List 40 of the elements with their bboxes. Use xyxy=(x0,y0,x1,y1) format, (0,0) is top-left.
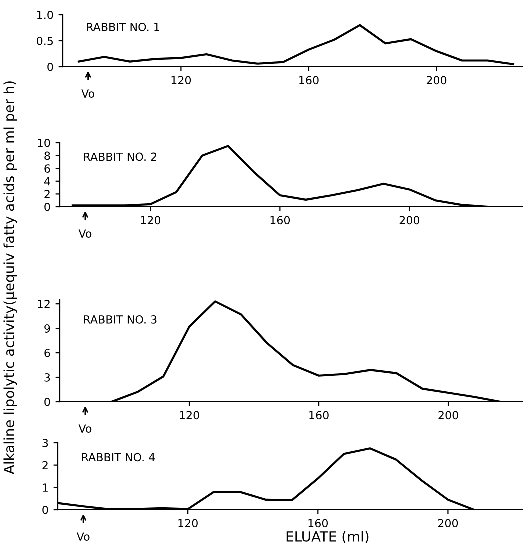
x-tick-label: 160 xyxy=(308,519,328,528)
y-tick-label: 4 xyxy=(44,178,50,186)
x-tick-label: 200 xyxy=(426,76,447,85)
y-tick-label: 1 xyxy=(43,484,48,492)
text: RABBIT NO. 2 xyxy=(84,152,156,162)
y-tick-label: 2 xyxy=(44,190,50,198)
y-tick-label: 3 xyxy=(42,438,48,448)
text: RABBIT NO. 4 xyxy=(82,453,156,462)
x-tick-label: 200 xyxy=(438,411,458,420)
x-tick-label: 120 xyxy=(178,519,198,528)
x-tick-label: 120 xyxy=(141,216,161,225)
y-tick-label: 8 xyxy=(44,152,50,160)
x-tick-label: 120 xyxy=(172,76,192,85)
y-tick-label: 0.5 xyxy=(37,36,53,46)
text: Vo xyxy=(82,90,94,98)
x-tick-label: 160 xyxy=(300,76,319,85)
y-tick-label: 2 xyxy=(42,461,48,470)
y-tick-label: 0 xyxy=(44,398,50,406)
y-tick-label: 6 xyxy=(44,164,50,173)
text: RABBIT NO. 1 xyxy=(87,22,160,32)
y-tick-label: 0 xyxy=(44,202,50,212)
x-tick-label: 200 xyxy=(400,216,420,225)
x-tick-label: 160 xyxy=(270,216,290,225)
x-tick-label: 160 xyxy=(310,411,329,420)
text: RABBIT NO. 3 xyxy=(84,315,157,324)
text: Vo xyxy=(78,230,92,238)
x-axis-title: ELUATE (ml) xyxy=(286,531,369,544)
text: Vo xyxy=(78,424,92,433)
y-tick-label: 0 xyxy=(48,62,54,72)
x-tick-label: 120 xyxy=(180,411,200,420)
y-tick-label: 6 xyxy=(44,349,50,358)
y-tick-label: 10 xyxy=(38,138,50,148)
y-tick-label: 1.0 xyxy=(38,10,54,20)
y-tick-label: 12 xyxy=(38,300,50,308)
text: Vo xyxy=(76,532,90,541)
y-tick-label: 3 xyxy=(44,373,50,382)
x-tick-label: 200 xyxy=(438,519,458,528)
y-tick-label: 0 xyxy=(42,506,48,514)
y-tick-label: 9 xyxy=(44,324,50,333)
y-axis-title: Alkaline lipolytic activity(μequiv fatty acids per ml per h) xyxy=(4,82,18,474)
